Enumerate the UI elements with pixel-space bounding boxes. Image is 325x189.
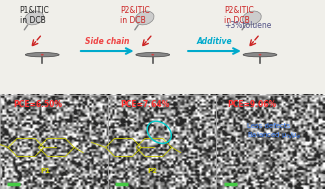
Text: PCE=9.06%: PCE=9.06% — [227, 100, 277, 109]
Text: P2: P2 — [148, 168, 158, 174]
Ellipse shape — [243, 53, 277, 57]
FancyBboxPatch shape — [0, 0, 325, 94]
Bar — [0, 94, 108, 189]
Bar — [216, 94, 325, 189]
Ellipse shape — [25, 11, 44, 25]
Text: Less defects
Balanced μ$_h$/μ$_e$: Less defects Balanced μ$_h$/μ$_e$ — [247, 123, 301, 141]
Bar — [108, 94, 216, 189]
Text: P2&ITIC
in DCB: P2&ITIC in DCB — [120, 6, 150, 25]
Ellipse shape — [25, 53, 59, 57]
Text: Side chain: Side chain — [85, 37, 129, 46]
Ellipse shape — [135, 11, 154, 25]
Ellipse shape — [136, 53, 170, 57]
Circle shape — [151, 54, 154, 56]
Text: P2&ITIC
in DCB: P2&ITIC in DCB — [224, 6, 254, 25]
Text: P1: P1 — [41, 168, 50, 174]
Text: PCE=6.50%: PCE=6.50% — [13, 100, 62, 109]
Circle shape — [41, 54, 44, 56]
Ellipse shape — [242, 11, 261, 25]
Text: +3%toluene: +3%toluene — [224, 21, 272, 30]
Circle shape — [258, 54, 262, 56]
Text: PCE=7.64%: PCE=7.64% — [120, 100, 170, 109]
Text: Additive: Additive — [197, 37, 232, 46]
Text: P1&ITIC
in DCB: P1&ITIC in DCB — [20, 6, 49, 25]
